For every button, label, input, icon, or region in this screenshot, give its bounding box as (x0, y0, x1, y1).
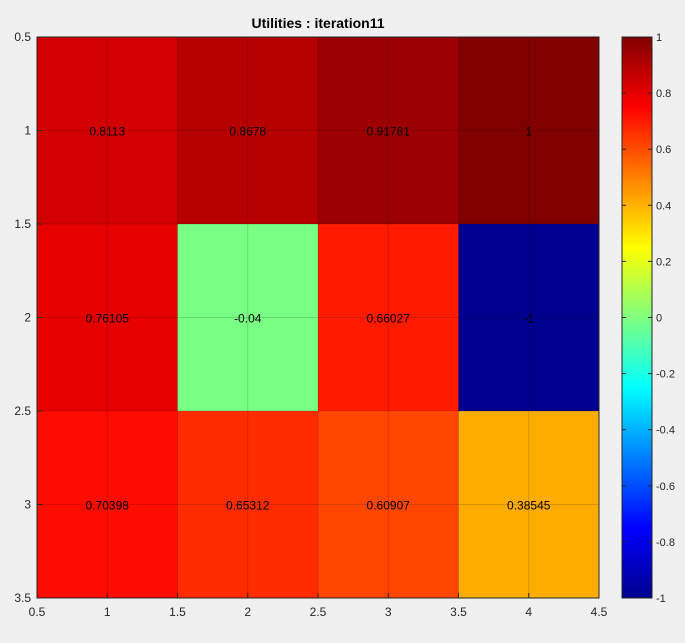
plot-area: 0.8113 0.8678 0.91781 1 0.76105 -0.04 0.66027 -… (14, 30, 607, 619)
y-tick-label: 3.5 (14, 591, 31, 605)
colorbar: 1 0.8 0.6 0.4 0.2 0 -0.2 -0.4 -0.6 -0.8 -1 (621, 32, 675, 605)
heatmap-cell (37, 224, 178, 411)
cell-value-label: 0.38545 (507, 499, 551, 513)
grid-lines (37, 37, 599, 598)
cell-value-label: 0.65312 (226, 499, 270, 513)
chart-title: Utilities : iteration11 (251, 15, 384, 31)
y-tick-label: 2 (24, 311, 31, 325)
x-tick-label: 3.5 (450, 605, 467, 619)
y-tick-label: 1.5 (14, 217, 31, 231)
colorbar-tick-label: 0.6 (656, 144, 671, 156)
y-tick-label: 0.5 (14, 30, 31, 44)
heatmap-cell (37, 411, 178, 598)
cell-value-label: 0.8678 (229, 125, 266, 139)
x-tick-label: 0.5 (29, 605, 46, 619)
colorbar-tick-label: -0.8 (656, 537, 675, 549)
cell-value-labels: 0.8113 0.8678 0.91781 1 0.76105 -0.04 0.66027 -… (86, 125, 551, 513)
x-tick-label: 2 (244, 605, 251, 619)
x-tick-label: 3 (385, 605, 392, 619)
colorbar-tick-label: -1 (656, 593, 666, 605)
heatmap-cell (177, 224, 318, 411)
heatmap-cells (37, 37, 599, 598)
heatmap-cell (177, 37, 318, 224)
heatmap-cell (37, 37, 178, 224)
x-tick-label: 4 (525, 605, 532, 619)
colorbar-ticks: 1 0.8 0.6 0.4 0.2 0 -0.2 -0.4 -0.6 -0.8 -1 (622, 32, 675, 605)
heatmap-cell (177, 411, 318, 598)
heatmap-cell (318, 37, 459, 224)
cell-value-label: 0.70398 (86, 499, 130, 513)
x-tick-label: 4.5 (591, 605, 608, 619)
heatmap-cell (458, 411, 599, 598)
cell-value-label: -0.04 (234, 312, 262, 326)
y-tick-label: 2.5 (14, 404, 31, 418)
cell-value-label: 0.66027 (367, 312, 411, 326)
x-axis: 0.5 1 1.5 2 2.5 3 3.5 4 4.5 (29, 593, 608, 619)
colorbar-tick-label: -0.6 (656, 481, 675, 493)
y-tick-label: 1 (24, 124, 31, 138)
colorbar-tick-label: 0 (656, 313, 662, 325)
x-tick-label: 2.5 (310, 605, 327, 619)
cell-value-label: -1 (523, 312, 534, 326)
colorbar-tick-label: -0.4 (656, 425, 675, 437)
heatmap-cell (318, 224, 459, 411)
heatmap-cell (318, 411, 459, 598)
x-tick-label: 1.5 (169, 605, 186, 619)
colorbar-tick-label: 0.8 (656, 88, 671, 100)
cell-value-label: 0.60907 (367, 499, 411, 513)
colorbar-tick-label: 1 (656, 32, 662, 44)
cell-value-label: 1 (525, 125, 532, 139)
y-tick-label: 3 (24, 498, 31, 512)
cell-value-label: 0.91781 (367, 125, 411, 139)
colorbar-tick-label: -0.2 (656, 369, 675, 381)
heatmap-cell (458, 37, 599, 224)
cell-value-label: 0.76105 (86, 312, 130, 326)
cell-value-label: 0.8113 (89, 125, 125, 139)
heatmap-cell (458, 224, 599, 411)
y-axis: 0.5 1 1.5 2 2.5 3 3.5 (14, 30, 42, 605)
colorbar-tick-label: 0.2 (656, 256, 671, 268)
x-tick-label: 1 (104, 605, 111, 619)
colorbar-tick-label: 0.4 (656, 200, 671, 212)
colorbar-gradient (621, 36, 653, 599)
